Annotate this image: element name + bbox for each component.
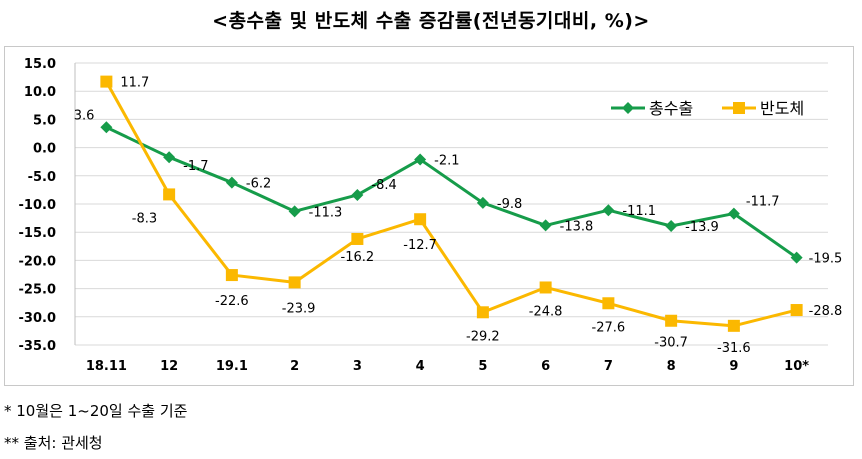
- data-point: [351, 232, 364, 245]
- legend: 총수출 반도체: [611, 99, 804, 118]
- data-point: [288, 276, 301, 289]
- data-point: [665, 314, 678, 327]
- x-tick-label: 3: [353, 359, 362, 374]
- y-tick-label: -5.0: [28, 170, 56, 185]
- x-tick-label: 6: [541, 359, 550, 374]
- series-line: [105, 80, 797, 328]
- data-point: [414, 213, 427, 226]
- data-point: [602, 204, 615, 217]
- gridlines: [74, 62, 828, 346]
- data-label: 3.6: [74, 108, 95, 123]
- data-label: -8.4: [371, 178, 396, 193]
- x-tick-label: 5: [478, 359, 487, 374]
- x-tick-labels: 18.11 12 19.1 2 3 4 5 6 7 8 9 10*: [86, 359, 809, 374]
- legend-label: 반도체: [760, 99, 804, 118]
- data-point: [790, 251, 803, 264]
- data-label: -6.2: [246, 177, 271, 192]
- data-label: -27.6: [592, 320, 626, 335]
- series-line: [105, 125, 798, 259]
- data-point: [602, 297, 615, 310]
- data-point: [539, 281, 552, 294]
- data-point: [790, 304, 803, 317]
- y-tick-label: 10.0: [24, 85, 56, 100]
- data-label: -11.1: [622, 204, 656, 219]
- y-tick-label: -20.0: [19, 254, 56, 269]
- data-point: [100, 75, 113, 88]
- data-label: -1.7: [183, 159, 208, 174]
- x-tick-label: 2: [290, 359, 299, 374]
- y-tick-label: -10.0: [19, 198, 56, 213]
- data-point: [476, 196, 489, 209]
- data-point: [288, 205, 301, 218]
- data-label: -22.6: [215, 294, 249, 309]
- legend-marker: [733, 102, 745, 114]
- y-tick-label: 5.0: [33, 113, 56, 128]
- data-point: [414, 153, 427, 166]
- data-label: -29.2: [466, 329, 500, 344]
- data-label: -12.7: [403, 238, 437, 253]
- x-tick-label: 7: [604, 359, 613, 374]
- data-labels: 3.6 -1.7 -6.2 -11.3 -8.4 -2.1 -9.8 -13.8 -11.1 -1…: [74, 76, 843, 356]
- y-tick-labels: 15.0 10.0 5.0 0.0 -5.0 -10.0 -15.0 -20.0 -25.0 -3…: [19, 57, 56, 354]
- footnote-source: ** 출처: 관세청: [4, 434, 103, 452]
- data-label: -13.8: [560, 219, 594, 234]
- x-tick-label: 12: [160, 359, 178, 374]
- x-tick-label: 19.1: [216, 359, 248, 374]
- x-tick-label: 4: [416, 359, 425, 374]
- data-label: -19.5: [809, 252, 843, 267]
- series-group: [100, 75, 803, 332]
- data-point: [163, 188, 176, 201]
- x-tick-label: 18.11: [86, 359, 127, 374]
- y-tick-label: -30.0: [19, 311, 56, 326]
- data-point: [163, 151, 176, 164]
- data-point: [539, 219, 552, 232]
- y-tick-label: 15.0: [24, 57, 56, 72]
- chart-area: [4, 46, 854, 386]
- y-tick-label: 0.0: [33, 142, 56, 157]
- data-label: -11.7: [746, 195, 780, 210]
- data-label: -16.2: [341, 250, 375, 265]
- legend-marker: [622, 102, 634, 114]
- legend-label: 총수출: [649, 99, 693, 118]
- data-label: -31.6: [717, 341, 751, 356]
- x-tick-label: 8: [667, 359, 676, 374]
- data-label: -2.1: [434, 153, 459, 168]
- data-label: -9.8: [497, 197, 522, 212]
- data-label: -28.8: [809, 304, 843, 319]
- x-tick-label: 9: [729, 359, 738, 374]
- data-point: [727, 207, 740, 220]
- data-point: [225, 176, 238, 189]
- chart-title: <총수출 및 반도체 수출 증감률(전년동기대비, %)>: [212, 10, 650, 32]
- data-label: -13.9: [685, 220, 719, 235]
- data-label: -8.3: [132, 211, 157, 226]
- data-label: 11.7: [120, 76, 149, 91]
- footnote-october: * 10월은 1~20일 수출 기준: [4, 402, 188, 420]
- data-label: -24.8: [529, 304, 563, 319]
- data-point: [100, 121, 113, 134]
- data-point: [225, 269, 238, 282]
- data-point: [351, 188, 364, 201]
- data-point: [665, 219, 678, 232]
- x-tick-label: 10*: [784, 359, 809, 374]
- y-tick-label: -15.0: [19, 226, 56, 241]
- y-tick-label: -25.0: [19, 283, 56, 298]
- data-point: [727, 319, 740, 332]
- data-label: -23.9: [282, 301, 316, 316]
- data-label: -11.3: [309, 205, 343, 220]
- data-point: [476, 306, 489, 319]
- y-tick-label: -35.0: [19, 339, 56, 354]
- data-label: -30.7: [654, 336, 688, 351]
